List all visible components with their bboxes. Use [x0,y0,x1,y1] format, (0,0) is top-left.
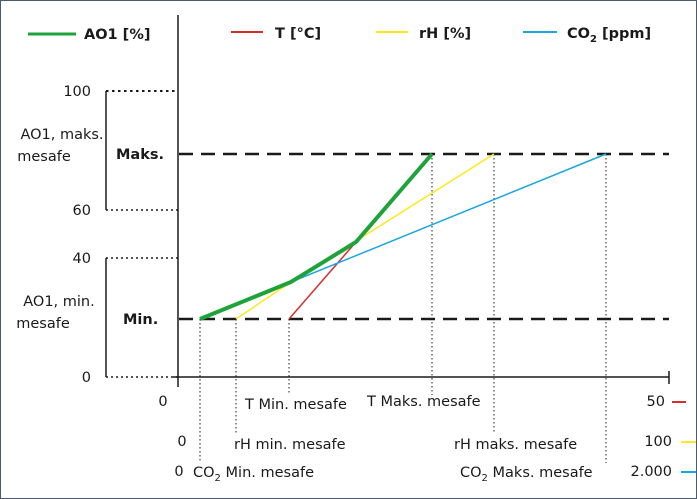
t-min-label: T Min. mesafe [244,397,347,413]
rh-max-label: rH maks. mesafe [454,437,577,453]
maks-range-label-2: mesafe [17,149,71,165]
y-tick-100: 100 [63,84,91,100]
x-co2-start: 0 [174,464,183,480]
drop-lines [199,154,607,463]
x-co2-end: 2.000 [630,464,672,480]
rh-line [235,153,495,320]
y-tick-40: 40 [73,251,91,267]
min-range-label: AO1, min. [23,294,94,310]
legend-rh-label: rH [%] [419,26,471,42]
x-t-end: 50 [647,394,665,410]
x-t-start: 0 [158,394,167,410]
min-range-label-2: mesafe [16,316,70,332]
ao1-line [199,152,434,321]
legend: AO1 [%] T [°C] rH [%] CO2 [ppm] [28,26,651,45]
legend-t-label: T [°C] [275,26,321,42]
legend-ao1-label: AO1 [%] [84,27,150,43]
x-rh-start: 0 [177,434,186,450]
legend-co2-label: CO2 [ppm] [567,26,651,45]
y-tick-60: 60 [73,203,91,219]
co2-min-label: CO2 Min. mesafe [193,465,314,484]
min-level-label: Min. [123,312,158,328]
x-rh-end: 100 [644,434,672,450]
co2-max-label: CO2 Maks. mesafe [460,465,593,484]
t-max-label: T Maks. mesafe [366,394,481,410]
rh-min-label: rH min. mesafe [234,437,346,453]
y-tick-0: 0 [82,370,91,386]
maks-level-label: Maks. [116,147,164,163]
maks-range-label: AO1, maks. [20,127,103,143]
